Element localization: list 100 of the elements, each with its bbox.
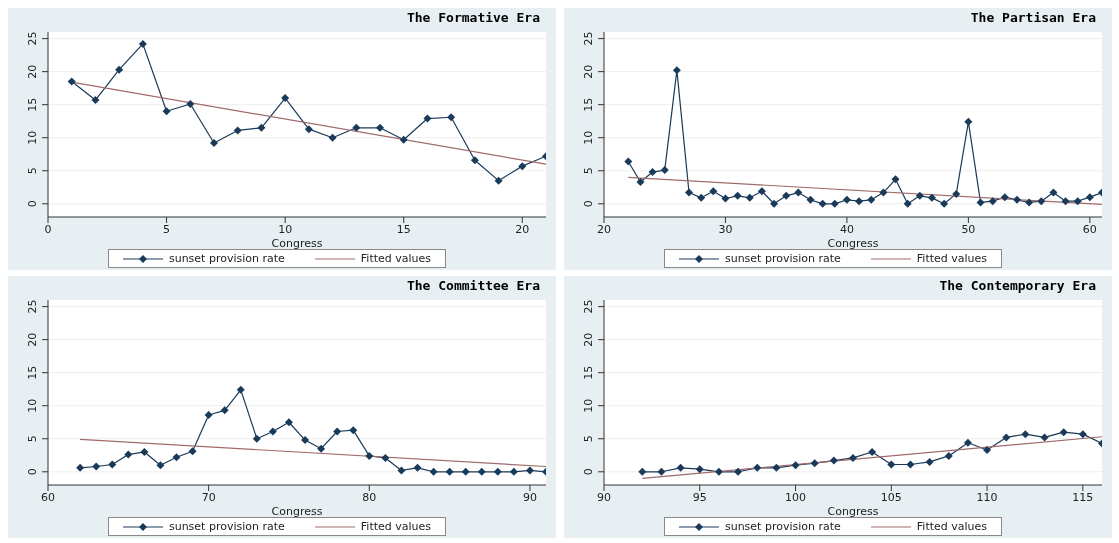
y-tick-label: 20	[26, 332, 39, 347]
point	[810, 459, 819, 468]
x-axis-title: Congress	[271, 237, 323, 250]
point	[1021, 430, 1030, 439]
point	[333, 427, 342, 436]
x-axis-title: Congress	[827, 237, 879, 250]
point	[964, 117, 973, 126]
x-tick-label: 15	[396, 222, 411, 236]
point	[204, 410, 213, 419]
point	[952, 189, 961, 198]
point	[753, 463, 762, 472]
point	[67, 77, 76, 86]
point	[236, 385, 245, 394]
x-tick-label: 100	[785, 490, 807, 504]
x-tick-label: 0	[44, 222, 52, 236]
x-tick-label: 90	[597, 490, 611, 504]
point	[636, 177, 645, 186]
x-tick-label: 5	[163, 222, 171, 236]
y-tick-label: 0	[26, 200, 39, 208]
point	[1078, 430, 1087, 439]
x-axis-title: Congress	[827, 505, 879, 518]
point	[140, 447, 149, 456]
point	[734, 467, 743, 476]
point	[806, 195, 815, 204]
point	[940, 199, 949, 208]
point	[695, 465, 704, 474]
point	[976, 198, 985, 207]
legend-label: Fitted values	[360, 252, 432, 265]
point	[317, 444, 326, 453]
point	[685, 188, 694, 197]
y-tick-label: 10	[582, 130, 595, 145]
x-axis-title: Congress	[271, 505, 323, 518]
point	[115, 65, 124, 74]
x-tick-label: 70	[201, 490, 216, 504]
point	[660, 166, 669, 175]
point	[1049, 188, 1058, 197]
point	[1002, 433, 1011, 442]
point	[770, 199, 779, 208]
point	[927, 193, 936, 202]
point	[233, 126, 242, 135]
y-tick-label: 5	[26, 435, 39, 443]
x-tick-label: 50	[961, 222, 976, 236]
point	[352, 123, 361, 132]
x-tick-label: 60	[41, 490, 55, 504]
point	[220, 406, 229, 415]
point	[1059, 428, 1068, 437]
point	[188, 447, 197, 456]
y-tick-label: 5	[582, 167, 595, 175]
point	[186, 100, 195, 109]
point	[830, 199, 839, 208]
point	[349, 426, 358, 435]
y-tick-label: 5	[582, 435, 595, 443]
point	[915, 191, 924, 200]
point	[782, 191, 791, 200]
point	[1040, 433, 1049, 442]
point	[381, 453, 390, 462]
y-tick-label: 25	[26, 31, 39, 46]
point	[925, 457, 934, 466]
point	[91, 96, 100, 105]
point	[842, 195, 851, 204]
point	[108, 460, 117, 469]
point	[794, 188, 803, 197]
point	[172, 453, 181, 462]
y-tick-label: 25	[582, 299, 595, 314]
x-tick-label: 95	[692, 490, 707, 504]
point	[461, 467, 470, 476]
point	[867, 195, 876, 204]
x-tick-label: 105	[880, 490, 902, 504]
legend-label: Fitted values	[916, 252, 988, 265]
point	[301, 436, 310, 445]
y-tick-label: 15	[582, 97, 595, 112]
point	[757, 187, 766, 196]
y-tick-label: 20	[582, 332, 595, 347]
point	[829, 456, 838, 465]
point	[252, 434, 261, 443]
y-tick-label: 25	[582, 31, 595, 46]
point	[76, 463, 85, 472]
point	[257, 123, 266, 132]
point	[1037, 197, 1046, 206]
y-tick-label: 15	[26, 97, 39, 112]
point	[447, 113, 456, 122]
point	[281, 94, 290, 103]
point	[906, 460, 915, 469]
point	[944, 451, 953, 460]
legend-label: Fitted values	[916, 520, 988, 533]
x-tick-label: 110	[976, 490, 998, 504]
x-tick-label: 60	[1082, 222, 1097, 236]
point	[903, 199, 912, 208]
point	[963, 438, 972, 447]
point	[509, 467, 518, 476]
x-tick-label: 20	[597, 222, 611, 236]
point	[733, 191, 742, 200]
y-tick-label: 20	[582, 64, 595, 79]
point	[879, 188, 888, 197]
point	[697, 193, 706, 202]
legend-label: sunset provision rate	[168, 520, 285, 533]
point	[156, 461, 165, 470]
point	[210, 139, 218, 147]
point	[1025, 198, 1034, 207]
point	[988, 197, 997, 206]
